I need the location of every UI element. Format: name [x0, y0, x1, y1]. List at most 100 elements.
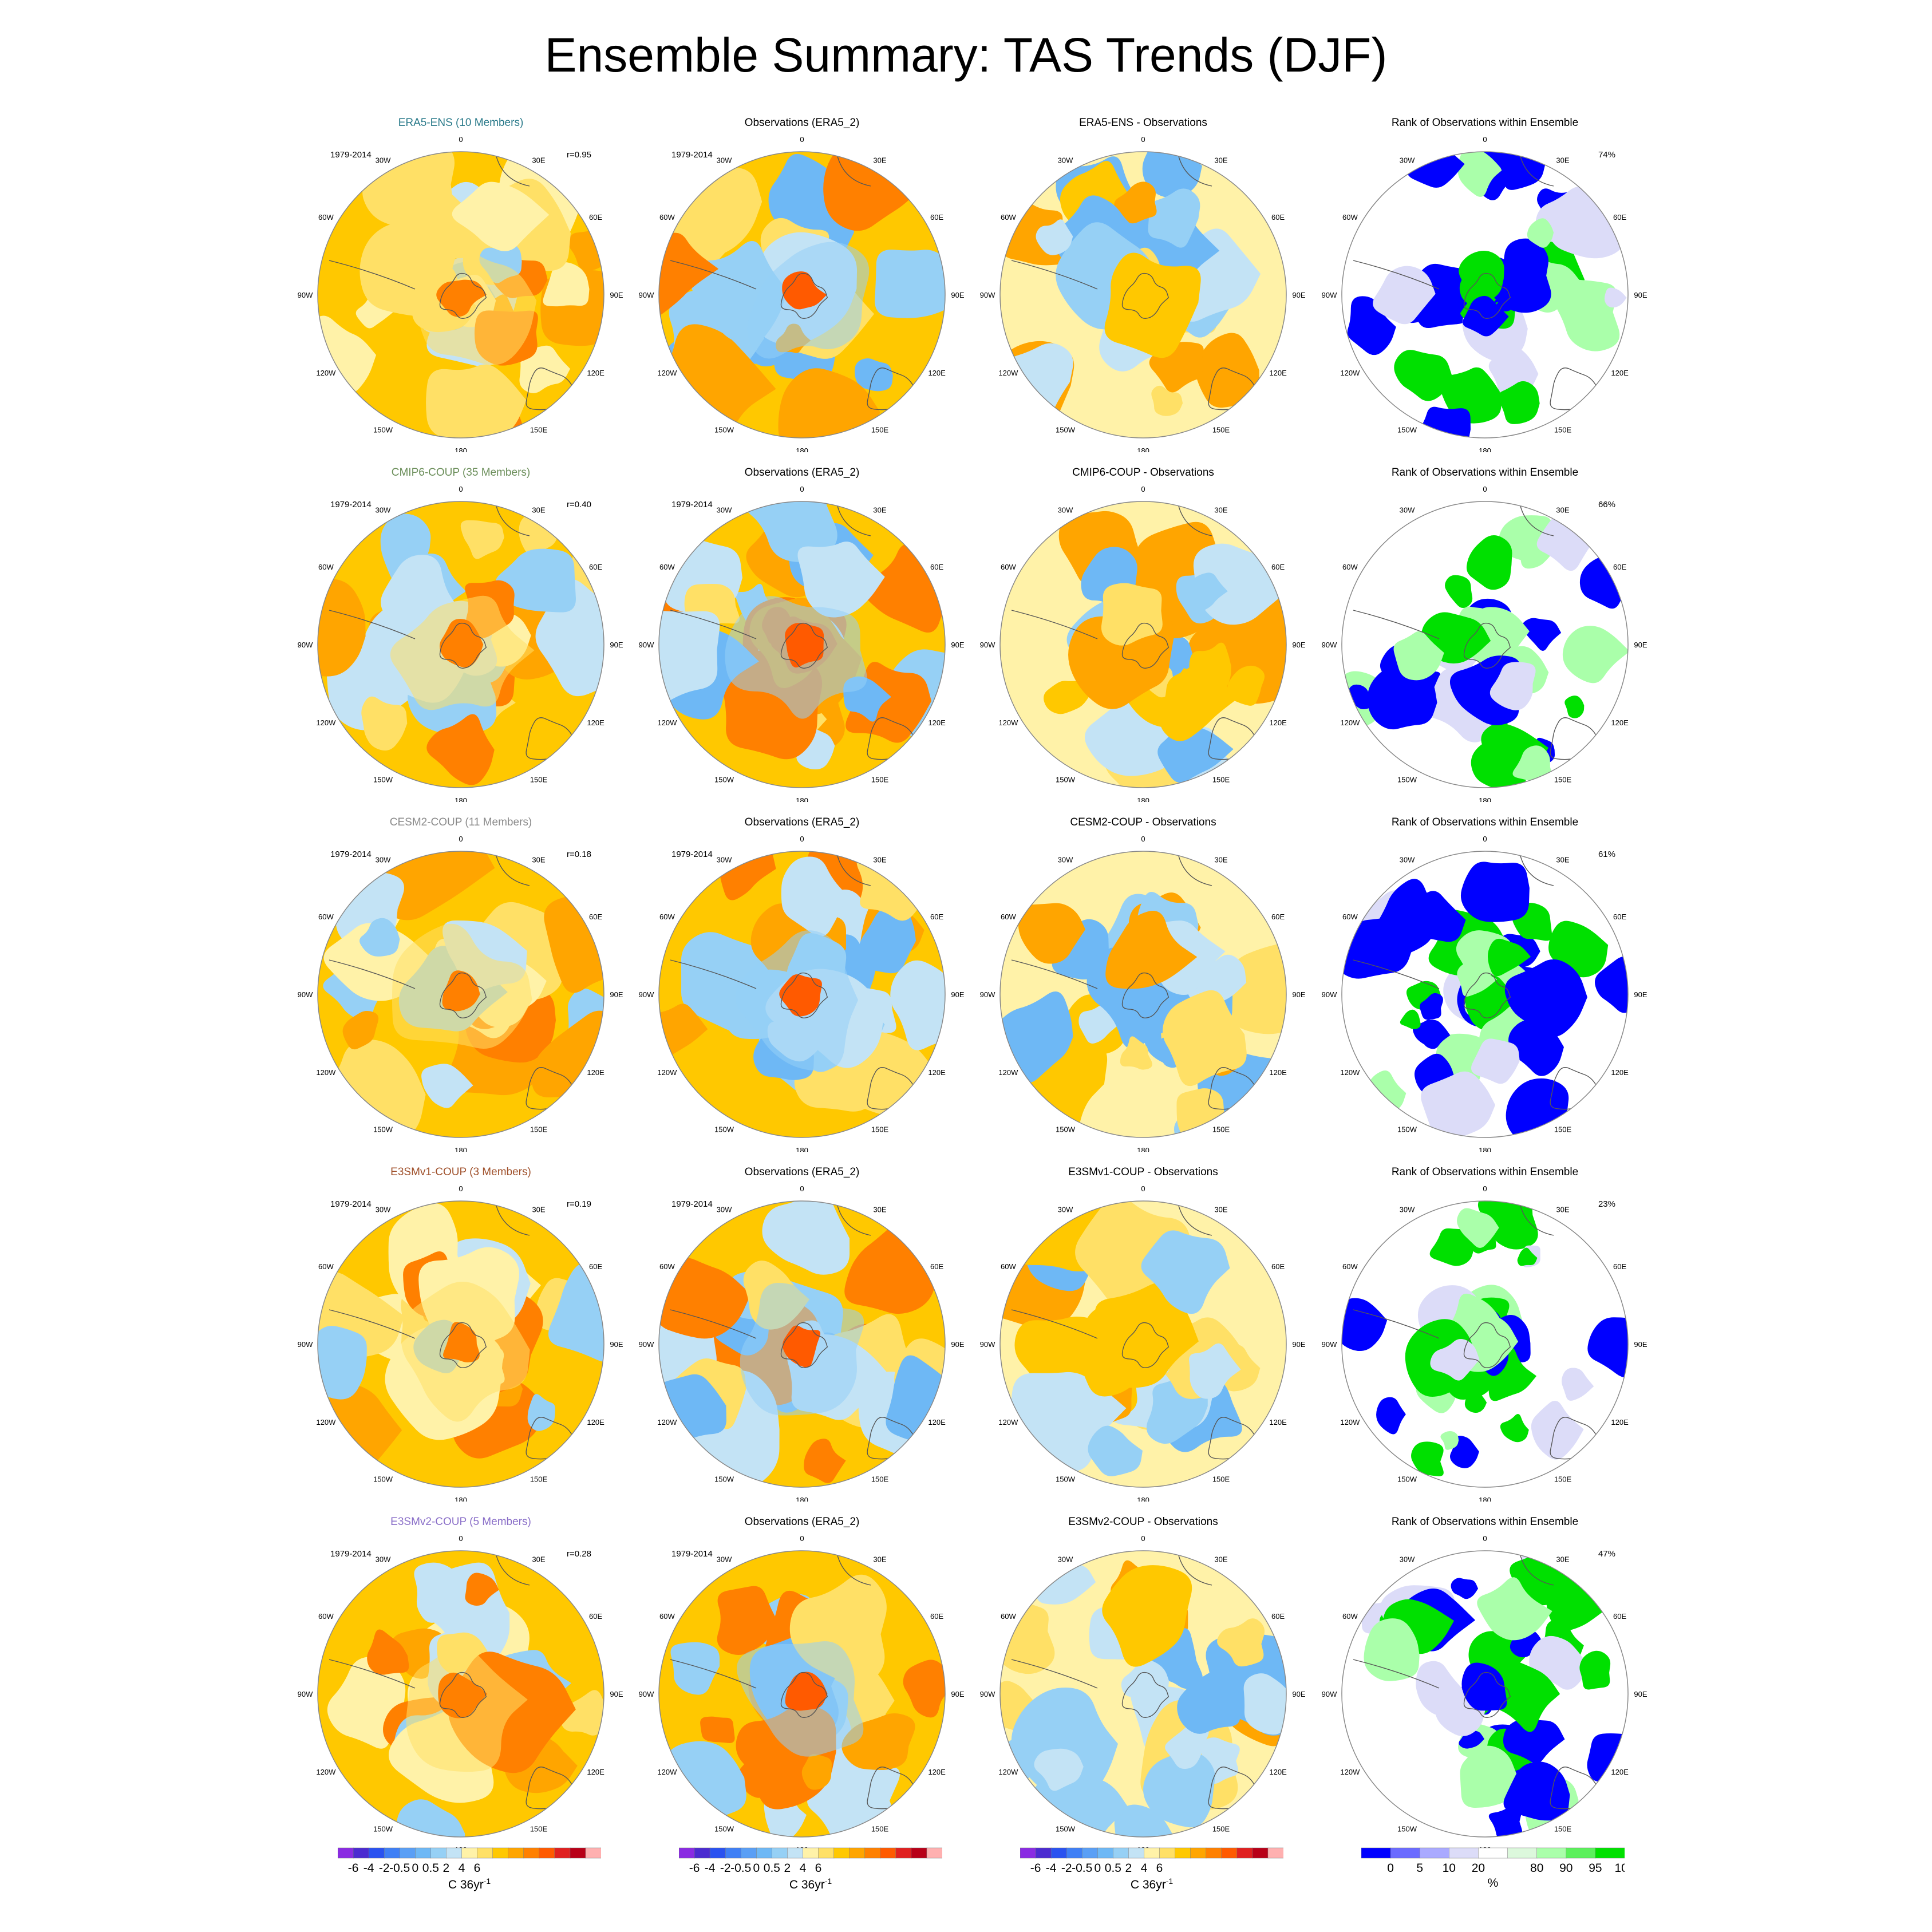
longitude-label: 120E	[928, 1768, 946, 1776]
rank-map-panel: Rank of Observations within Ensemble 23% 0…	[1313, 1166, 1657, 1502]
rank-map-panel: Rank of Observations within Ensemble 61% 0…	[1313, 816, 1657, 1152]
colorbar-swatch	[1206, 1847, 1222, 1859]
longitude-label: 60W	[318, 1262, 334, 1271]
longitude-label: 0	[1141, 835, 1145, 843]
longitude-label: 60E	[930, 563, 943, 571]
longitude-label: 90W	[980, 1690, 995, 1698]
longitude-label: 90W	[298, 990, 313, 999]
colorbar-tick-label: 6	[474, 1862, 481, 1875]
colorbar-units-label: C 36yr-1	[789, 1876, 832, 1891]
longitude-label: 120W	[998, 718, 1018, 727]
longitude-label: 30W	[376, 1555, 391, 1563]
longitude-label: 120E	[1269, 1068, 1287, 1077]
colorbar-tick-label: 5	[1416, 1862, 1423, 1875]
rank-percent: 74%	[1598, 150, 1615, 160]
longitude-label: 60E	[1613, 213, 1626, 222]
longitude-label: 90W	[1322, 990, 1337, 999]
longitude-label: 150E	[1554, 1825, 1572, 1834]
colorbar-swatch	[818, 1847, 835, 1859]
longitude-label: 60W	[1342, 563, 1358, 571]
longitude-label: 180	[455, 1146, 467, 1152]
model-map-panel: CESM2-COUP (11 Members) 1979-2014 r=0.18 0 3…	[289, 816, 633, 1152]
diff-polar-map: 0 30E 60E 90E 120E 150E 180 150W 120W 90W 60W 30W	[980, 1184, 1306, 1502]
colorbar-swatch	[1128, 1847, 1145, 1859]
period-label: 1979-2014	[330, 850, 372, 859]
panel-title: CESM2-COUP - Observations	[1070, 816, 1216, 828]
longitude-label: 30E	[1556, 1205, 1569, 1214]
panel-title: Observations (ERA5_2)	[744, 1166, 860, 1178]
longitude-label: 0	[800, 835, 804, 843]
longitude-label: 60W	[1001, 912, 1016, 921]
panel-title: E3SMv1-COUP - Observations	[1068, 1166, 1218, 1178]
longitude-label: 90E	[951, 641, 964, 649]
longitude-label: 120W	[998, 1068, 1018, 1077]
colorbar-swatch	[772, 1847, 788, 1859]
colorbar-swatch	[384, 1847, 401, 1859]
colorbar-swatch	[864, 1847, 881, 1859]
longitude-label: 120E	[1611, 1418, 1629, 1427]
longitude-label: 120E	[1611, 369, 1629, 377]
longitude-label: 30W	[717, 505, 732, 514]
colorbar-tick-label: 6	[815, 1862, 822, 1875]
longitude-label: 150E	[1212, 1475, 1230, 1484]
longitude-label: 150W	[373, 426, 393, 434]
longitude-label: 120W	[657, 718, 677, 727]
panel-title: Rank of Observations within Ensemble	[1391, 1166, 1579, 1178]
longitude-label: 90W	[298, 641, 313, 649]
colorbar-tick-label: 0.5	[764, 1862, 780, 1875]
longitude-label: 60W	[1342, 1262, 1358, 1271]
period-label: 1979-2014	[671, 1199, 713, 1209]
longitude-label: 0	[1483, 1534, 1487, 1543]
longitude-label: 60E	[1613, 1262, 1626, 1271]
longitude-label: 90W	[298, 1690, 313, 1698]
longitude-label: 30E	[1214, 855, 1227, 864]
longitude-label: 90E	[1634, 1340, 1647, 1349]
colorbar-swatch	[679, 1847, 695, 1859]
longitude-label: 30W	[1400, 855, 1415, 864]
longitude-label: 30W	[1400, 1205, 1415, 1214]
longitude-label: 90W	[639, 641, 654, 649]
longitude-label: 120W	[1340, 1068, 1360, 1077]
colorbar-swatch	[523, 1847, 540, 1859]
longitude-label: 90W	[980, 990, 995, 999]
longitude-label: 90E	[610, 1340, 623, 1349]
longitude-label: 60W	[1001, 213, 1016, 222]
panel-title: Observations (ERA5_2)	[744, 467, 860, 479]
longitude-label: 30E	[532, 505, 545, 514]
longitude-label: 60E	[1271, 213, 1285, 222]
longitude-label: 180	[796, 1496, 808, 1502]
longitude-label: 150E	[1554, 426, 1572, 434]
longitude-label: 150E	[1554, 1475, 1572, 1484]
longitude-label: 120E	[587, 1768, 605, 1776]
colorbar-tick-label: 2	[443, 1862, 450, 1875]
longitude-label: 60E	[1271, 563, 1285, 571]
longitude-label: 150E	[530, 1475, 548, 1484]
diff-polar-map: 0 30E 60E 90E 120E 150E 180 150W 120W 90W 60W 30W	[980, 135, 1306, 452]
colorbar-swatch	[368, 1847, 385, 1859]
longitude-label: 60W	[318, 563, 334, 571]
longitude-label: 180	[1479, 1146, 1491, 1152]
colorbar-swatch	[353, 1847, 369, 1859]
rank-map-panel: Rank of Observations within Ensemble 47% 0…	[1313, 1516, 1657, 1851]
longitude-label: 90W	[639, 1690, 654, 1698]
colorbar-tick-label: 6	[1156, 1862, 1163, 1875]
colorbar-swatch	[415, 1847, 432, 1859]
longitude-label: 90E	[1634, 641, 1647, 649]
panel-title: Observations (ERA5_2)	[744, 816, 860, 828]
longitude-label: 30W	[1400, 156, 1415, 164]
colorbar-tick-label: 4	[1141, 1862, 1148, 1875]
longitude-label: 90E	[1292, 1690, 1305, 1698]
colorbar-swatch	[911, 1847, 927, 1859]
period-label: 1979-2014	[330, 500, 372, 509]
longitude-label: 150W	[373, 776, 393, 784]
longitude-label: 90W	[639, 990, 654, 999]
longitude-label: 180	[796, 447, 808, 452]
trend-colorbar: -6 -4 -2 -0.5 0 0.5 2 4 6 C 36yr-1	[1020, 1847, 1283, 1910]
model-polar-map: 0 30E 60E 90E 120E 150E 180 150W 120W 90W 60W 30W	[298, 835, 623, 1152]
